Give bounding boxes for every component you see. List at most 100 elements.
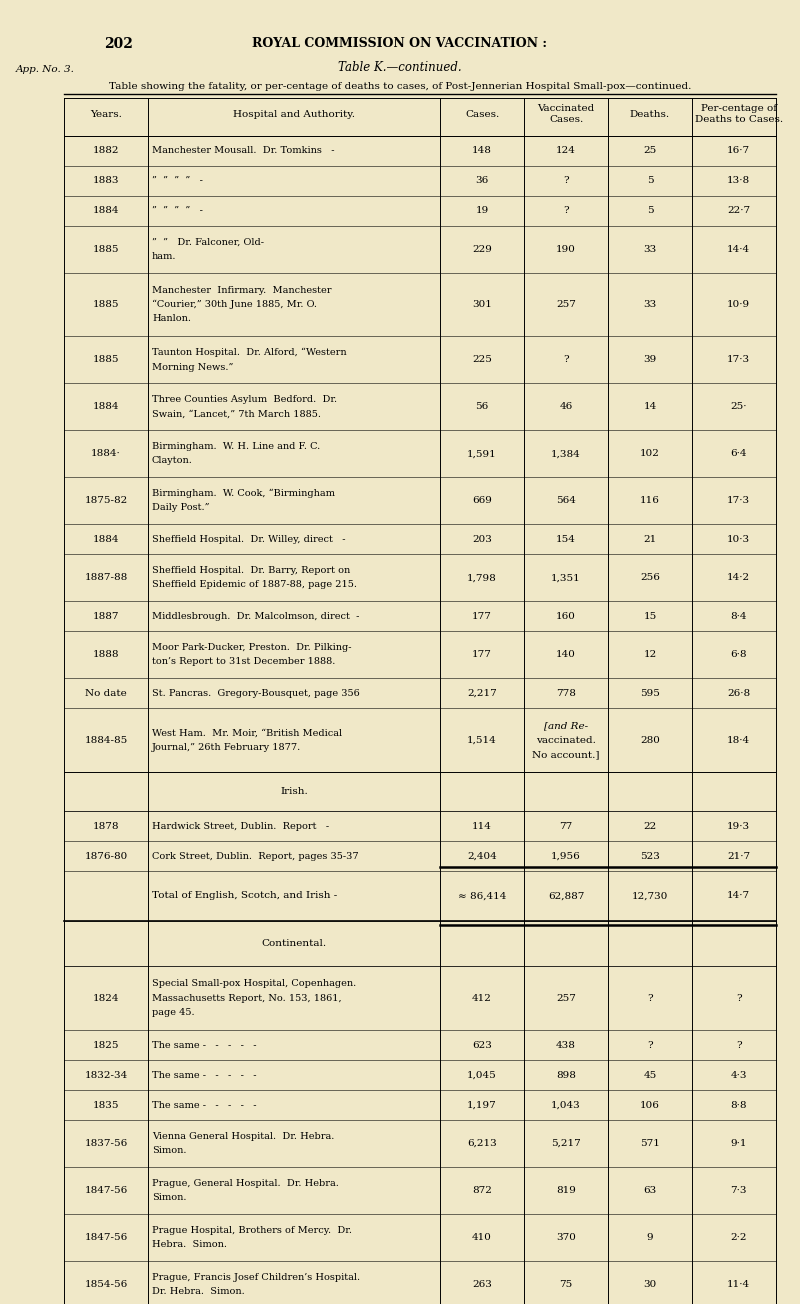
Text: 16·7: 16·7: [727, 146, 750, 155]
Text: page 45.: page 45.: [152, 1008, 194, 1017]
Text: 1837-56: 1837-56: [84, 1140, 128, 1148]
Text: vaccinated.: vaccinated.: [536, 735, 596, 745]
Text: ?: ?: [563, 206, 569, 215]
Text: 1,514: 1,514: [467, 735, 497, 745]
Text: ?: ?: [736, 1041, 742, 1050]
Text: 523: 523: [640, 852, 660, 861]
Text: Clayton.: Clayton.: [152, 456, 193, 466]
Text: 14·2: 14·2: [727, 574, 750, 582]
Text: 2,404: 2,404: [467, 852, 497, 861]
Text: 140: 140: [556, 651, 576, 659]
Text: 1884: 1884: [93, 403, 119, 411]
Text: 114: 114: [472, 822, 492, 831]
Text: ROYAL COMMISSION ON VACCINATION :: ROYAL COMMISSION ON VACCINATION :: [253, 37, 547, 50]
Text: 1824: 1824: [93, 994, 119, 1003]
Text: ?: ?: [647, 994, 653, 1003]
Text: Table K.—continued.: Table K.—continued.: [338, 61, 462, 74]
Text: Vaccinated
Cases.: Vaccinated Cases.: [538, 104, 594, 124]
Text: Years.: Years.: [90, 110, 122, 119]
Text: ton’s Report to 31st December 1888.: ton’s Report to 31st December 1888.: [152, 657, 335, 666]
Text: No date: No date: [85, 689, 127, 698]
Text: 7·3: 7·3: [730, 1187, 747, 1194]
Text: Continental.: Continental.: [262, 939, 326, 948]
Text: 898: 898: [556, 1071, 576, 1080]
Text: 8·8: 8·8: [730, 1101, 747, 1110]
Text: 124: 124: [556, 146, 576, 155]
Text: 6·8: 6·8: [730, 651, 747, 659]
Text: The same -   -   -   -   -: The same - - - - -: [152, 1071, 257, 1080]
Text: 30: 30: [643, 1281, 657, 1288]
Text: ?: ?: [647, 1041, 653, 1050]
Text: 778: 778: [556, 689, 576, 698]
Text: 1825: 1825: [93, 1041, 119, 1050]
Text: 370: 370: [556, 1234, 576, 1241]
Text: 5: 5: [646, 176, 654, 185]
Text: 1,798: 1,798: [467, 574, 497, 582]
Text: 263: 263: [472, 1281, 492, 1288]
Text: 564: 564: [556, 497, 576, 505]
Text: 4·3: 4·3: [730, 1071, 747, 1080]
Text: Three Counties Asylum  Bedford.  Dr.: Three Counties Asylum Bedford. Dr.: [152, 395, 337, 404]
Text: Sheffield Epidemic of 1887-88, page 215.: Sheffield Epidemic of 1887-88, page 215.: [152, 580, 357, 589]
Text: 19: 19: [475, 206, 489, 215]
Text: 14: 14: [643, 403, 657, 411]
Text: St. Pancras.  Gregory-Bousquet, page 356: St. Pancras. Gregory-Bousquet, page 356: [152, 689, 360, 698]
Text: 256: 256: [640, 574, 660, 582]
Text: 6,213: 6,213: [467, 1140, 497, 1148]
Text: 33: 33: [643, 300, 657, 309]
Text: 10·3: 10·3: [727, 535, 750, 544]
Text: 15: 15: [643, 612, 657, 621]
Text: 257: 257: [556, 300, 576, 309]
Text: 22·7: 22·7: [727, 206, 750, 215]
Text: ”  ”   Dr. Falconer, Old-: ” ” Dr. Falconer, Old-: [152, 237, 264, 246]
Text: ”  ”  ”  ”   -: ” ” ” ” -: [152, 206, 203, 215]
Text: 63: 63: [643, 1187, 657, 1194]
Text: [and Re-: [and Re-: [544, 721, 588, 730]
Text: 1,197: 1,197: [467, 1101, 497, 1110]
Text: Total of English, Scotch, and Irish -: Total of English, Scotch, and Irish -: [152, 892, 338, 900]
Text: 571: 571: [640, 1140, 660, 1148]
Text: 102: 102: [640, 450, 660, 458]
Text: 301: 301: [472, 300, 492, 309]
Text: Hardwick Street, Dublin.  Report   -: Hardwick Street, Dublin. Report -: [152, 822, 329, 831]
Text: 1888: 1888: [93, 651, 119, 659]
Text: 17·3: 17·3: [727, 497, 750, 505]
Text: 22: 22: [643, 822, 657, 831]
Text: 26·8: 26·8: [727, 689, 750, 698]
Text: Hanlon.: Hanlon.: [152, 314, 191, 323]
Text: 62,887: 62,887: [548, 892, 584, 900]
Text: 595: 595: [640, 689, 660, 698]
Text: 872: 872: [472, 1187, 492, 1194]
Text: 1875-82: 1875-82: [84, 497, 128, 505]
Text: Special Small-pox Hospital, Copenhagen.: Special Small-pox Hospital, Copenhagen.: [152, 979, 356, 988]
Text: 2,217: 2,217: [467, 689, 497, 698]
Text: Journal,” 26th February 1877.: Journal,” 26th February 1877.: [152, 743, 302, 751]
Text: 229: 229: [472, 245, 492, 253]
Text: 1,956: 1,956: [551, 852, 581, 861]
Text: 160: 160: [556, 612, 576, 621]
Text: Vienna General Hospital.  Dr. Hebra.: Vienna General Hospital. Dr. Hebra.: [152, 1132, 334, 1141]
Text: 10·9: 10·9: [727, 300, 750, 309]
Text: 18·4: 18·4: [727, 735, 750, 745]
Text: Morning News.”: Morning News.”: [152, 363, 234, 372]
Text: 21: 21: [643, 535, 657, 544]
Text: 257: 257: [556, 994, 576, 1003]
Text: 8·4: 8·4: [730, 612, 747, 621]
Text: 623: 623: [472, 1041, 492, 1050]
Text: 438: 438: [556, 1041, 576, 1050]
Text: 819: 819: [556, 1187, 576, 1194]
Text: ham.: ham.: [152, 252, 177, 261]
Text: Middlesbrough.  Dr. Malcolmson, direct  -: Middlesbrough. Dr. Malcolmson, direct -: [152, 612, 359, 621]
Text: 1,043: 1,043: [551, 1101, 581, 1110]
Text: 1835: 1835: [93, 1101, 119, 1110]
Text: 39: 39: [643, 356, 657, 364]
Text: App. No. 3.: App. No. 3.: [16, 65, 75, 74]
Text: 203: 203: [472, 535, 492, 544]
Text: 1876-80: 1876-80: [84, 852, 128, 861]
Text: 116: 116: [640, 497, 660, 505]
Text: Sheffield Hospital.  Dr. Willey, direct   -: Sheffield Hospital. Dr. Willey, direct -: [152, 535, 346, 544]
Text: 1887: 1887: [93, 612, 119, 621]
Text: 14·4: 14·4: [727, 245, 750, 253]
Text: Prague, General Hospital.  Dr. Hebra.: Prague, General Hospital. Dr. Hebra.: [152, 1179, 339, 1188]
Text: ?: ?: [563, 356, 569, 364]
